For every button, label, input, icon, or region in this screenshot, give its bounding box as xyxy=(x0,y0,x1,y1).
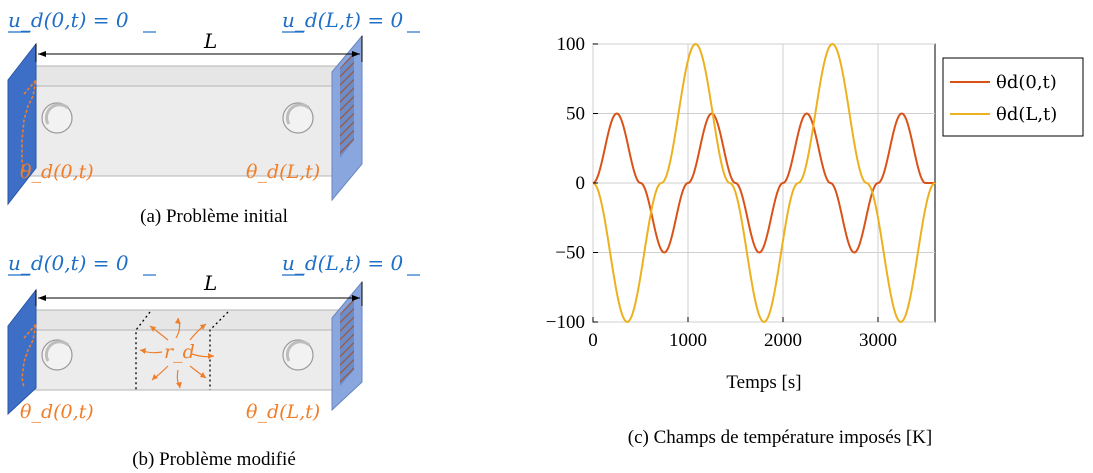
left-temp-b: θ_d(0,t) xyxy=(20,401,94,423)
left-wall-a xyxy=(7,42,37,206)
left-bc-a: u_d(0,t) = 0 xyxy=(8,8,129,32)
left-interface-a xyxy=(21,77,38,173)
x-tick-label: 2000 xyxy=(764,330,802,351)
hole-left-b xyxy=(41,339,73,371)
source-arrowheads-b xyxy=(140,318,214,388)
right-temp-b: θ_d(L,t) xyxy=(246,401,320,423)
right-hatch-a xyxy=(340,52,354,158)
source-zone-b xyxy=(135,311,229,390)
dimension-b xyxy=(35,282,363,306)
source-label-b: r_d xyxy=(164,341,195,363)
left-temp-a: θ_d(0,t) xyxy=(20,161,94,183)
y-tick-label: 50 xyxy=(566,104,585,125)
y-tick-label: −100 xyxy=(546,312,585,333)
hole-right-b xyxy=(282,339,314,371)
legend-box xyxy=(942,57,1084,137)
legend-label-1: θd(0,t) xyxy=(996,72,1057,93)
length-label-a: L xyxy=(203,29,217,53)
caption-c: (c) Champs de température imposés [K] xyxy=(628,427,932,448)
right-temp-a: θ_d(L,t) xyxy=(246,161,320,183)
x-tick-label: 1000 xyxy=(669,330,707,351)
panel-b: r_d L u_d(0,t) = 0 u_d(L,t) = 0 θ_d(0,t)… xyxy=(7,251,420,470)
length-label-b: L xyxy=(203,271,217,295)
y-tick-label: −50 xyxy=(555,243,585,264)
y-tick-label: 0 xyxy=(576,173,586,194)
x-tick-label: 0 xyxy=(588,330,598,351)
left-bc-b: u_d(0,t) = 0 xyxy=(8,251,129,275)
hole-left-a xyxy=(41,102,73,134)
caption-a: (a) Problème initial xyxy=(140,206,288,227)
right-bc-b: u_d(L,t) = 0 xyxy=(282,251,403,275)
series-lines xyxy=(592,42,936,324)
series-line-1 xyxy=(592,112,935,254)
caption-b: (b) Problème modifié xyxy=(132,449,296,470)
right-hatch-b xyxy=(340,298,354,386)
beam-a xyxy=(18,64,346,178)
dimension-a xyxy=(35,36,363,62)
left-interface-b xyxy=(21,321,38,389)
panel-a: L u_d(0,t) = 0 u_d(L,t) = 0 θ_d(0,t) θ_d… xyxy=(7,8,420,227)
hole-right-a xyxy=(282,102,314,134)
temperature-chart: 0 1000 2000 3000 −100 −50 0 50 100 Temps [s] θd(… xyxy=(546,34,1084,448)
right-bc-a: u_d(L,t) = 0 xyxy=(282,8,403,32)
y-tick-label: 100 xyxy=(557,34,586,55)
x-axis-label: Temps [s] xyxy=(726,372,801,393)
series-line-2 xyxy=(592,42,936,324)
legend: θd(0,t) θd(L,t) xyxy=(942,57,1084,137)
legend-label-2: θd(L,t) xyxy=(996,104,1057,125)
left-wall-b xyxy=(7,288,37,416)
axis-ticks: 0 1000 2000 3000 −100 −50 0 50 100 xyxy=(546,34,897,351)
x-tick-label: 3000 xyxy=(859,330,897,351)
